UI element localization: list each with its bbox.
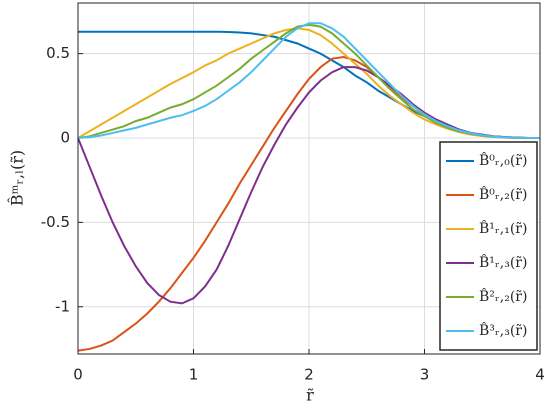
- data-line: [77, 22, 540, 139]
- legend-label: B̂³ᵣ,₃(r̃): [479, 321, 527, 339]
- axes-frame: [77, 2, 541, 355]
- y-axis-label: B̂ᵐᵣ,ₗ(r̃): [8, 150, 27, 206]
- x-tick-label: 3: [420, 366, 430, 384]
- x-tick-label: 4: [535, 366, 545, 384]
- legend-box: [439, 141, 538, 351]
- y-tick-label: 0: [60, 129, 70, 147]
- y-tick-label: -0.5: [41, 213, 70, 231]
- legend-label: B̂¹ᵣ,₃(r̃): [479, 253, 527, 271]
- x-axis-label: r̃: [306, 386, 314, 405]
- x-tick-label: 0: [73, 366, 83, 384]
- x-tick-label: 1: [189, 366, 199, 384]
- legend-label: B̂²ᵣ,₂(r̃): [479, 287, 527, 305]
- legend-label: B̂⁰ᵣ,₂(r̃): [479, 185, 527, 203]
- legend-label: B̂¹ᵣ,₁(r̃): [479, 219, 527, 237]
- legend-label: B̂⁰ᵣ,₀(r̃): [479, 151, 527, 169]
- y-tick-label: 0.5: [46, 44, 70, 62]
- y-tick-label: -1: [55, 297, 70, 315]
- x-tick-label: 2: [304, 366, 314, 384]
